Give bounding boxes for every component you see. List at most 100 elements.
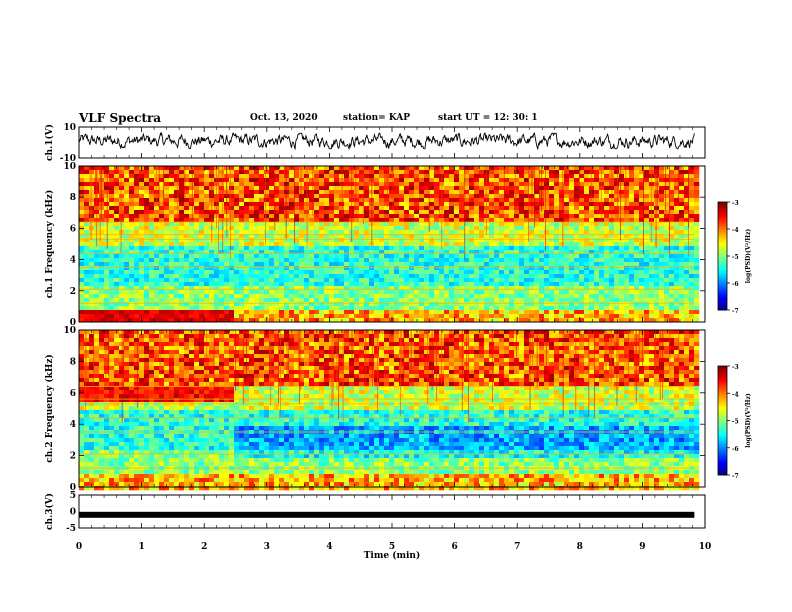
ch1-spectrogram-cell — [569, 266, 575, 271]
ch1-spectrogram-cell — [689, 166, 695, 171]
ch1-spectrogram-cell — [629, 202, 635, 207]
ch1-spectrogram-cell — [309, 198, 315, 203]
ch1-spectrogram-cell — [204, 242, 210, 247]
ch1-spectrogram-cell — [259, 274, 265, 279]
ch1-spectrogram-cell — [234, 258, 240, 263]
ch1-spectrogram-cell — [209, 262, 215, 267]
ch1-spectrogram-cell — [249, 238, 255, 243]
ch1-spectrogram-cell — [309, 306, 315, 311]
ch1-spectrogram-cell — [264, 198, 270, 203]
ch1-spectrogram-cell — [149, 298, 155, 303]
ch1-spectrogram-cell — [444, 282, 450, 287]
ch1-spectrogram-cell — [614, 170, 620, 175]
ch1-spectrogram-cell — [404, 202, 410, 207]
ch1-spectrogram-cell — [679, 278, 685, 283]
ch1-spectrogram-cell — [149, 186, 155, 191]
ch1-spectrogram-cell — [269, 170, 275, 175]
ch1-spectrogram-cell — [119, 174, 125, 179]
ch1-spectrogram-cell — [124, 246, 130, 251]
ch1-spectrogram-cell — [534, 286, 540, 291]
ch1-spectrogram-cell — [484, 274, 490, 279]
ch1-spectrogram-cell — [229, 238, 235, 243]
ch1-spectrogram-cell — [409, 278, 415, 283]
ch1-spectrogram-cell — [544, 242, 550, 247]
ch1-spectrogram-cell — [279, 178, 285, 183]
ch1-spectrogram-cell — [169, 218, 175, 223]
ch1-spectrogram-cell — [459, 190, 465, 195]
ch1-spectrogram-cell — [334, 282, 340, 287]
ch1-spectrogram-cell — [574, 266, 580, 271]
ch1-spectrogram-cell — [384, 286, 390, 291]
ch1-spectrogram-cell — [119, 194, 125, 199]
ch1-spectrogram-cell — [334, 242, 340, 247]
ch1-spectrogram-cell — [159, 254, 165, 259]
ch1-spectrogram-cell — [199, 242, 205, 247]
ch1-spectrogram-cell — [449, 206, 455, 211]
ch1-spectrogram-cell — [694, 262, 700, 267]
ch1-spectrogram-cell — [124, 242, 130, 247]
ch1-spectrogram-cell — [204, 182, 210, 187]
ch1-spectrogram-cell — [469, 218, 475, 223]
ch1-spectrogram-cell — [339, 214, 345, 219]
ch1-spectrogram-cell — [524, 270, 530, 275]
ch1-spectrogram-cell — [399, 190, 405, 195]
ch1-ytick-label: -10 — [60, 154, 76, 164]
ch1-spectrogram-cell — [244, 270, 250, 275]
ch1-spectrogram-cell — [249, 214, 255, 219]
ch1-spectrogram-cell — [474, 186, 480, 191]
ch1-spectrogram-cell — [204, 178, 210, 183]
ch1-spectrogram-cell — [594, 198, 600, 203]
ch1-spectrogram-cell — [329, 310, 335, 315]
ch1-spectrogram-cell — [149, 190, 155, 195]
ch1-spectrogram-cell — [254, 174, 260, 179]
ch1-spectrogram-cell — [579, 238, 585, 243]
ch1-spectrogram-cell — [474, 254, 480, 259]
ch1-spectrogram-cell — [219, 258, 225, 263]
ch1-spectrogram-cell — [544, 182, 550, 187]
ch1-spectrogram-cell — [119, 166, 125, 171]
ch1-spectrogram-cell — [224, 246, 230, 251]
ch1-spectrogram-cell — [219, 230, 225, 235]
ch1-spectrogram-cell — [639, 226, 645, 231]
ch1-spectrogram-cell — [129, 262, 135, 267]
ch1-spectrogram-cell — [664, 314, 670, 319]
ch1-spectrogram-cell — [189, 222, 195, 227]
ch1-spectrogram-cell — [129, 206, 135, 211]
ch1-spectrogram-cell — [584, 170, 590, 175]
ch1-spectrogram-cell — [569, 286, 575, 291]
ch1-spectrogram-cell — [384, 190, 390, 195]
ch1-spectrogram-cell — [544, 262, 550, 267]
ch1-spectrogram-cell — [634, 226, 640, 231]
ch1-spectrogram-cell — [454, 230, 460, 235]
ch1-spectrogram-cell — [264, 186, 270, 191]
ch1-spectrogram-cell — [299, 230, 305, 235]
ch1-spectrogram-cell — [489, 262, 495, 267]
ch1-spectrogram-cell — [369, 282, 375, 287]
ch1-spectrogram-cell — [359, 166, 365, 171]
ch1-spectrogram-cell — [544, 190, 550, 195]
ch1-spectrogram-cell — [499, 186, 505, 191]
ch1-spectrogram-cell — [679, 262, 685, 267]
ch1-spectrogram-cell — [489, 190, 495, 195]
ch1-spectrogram-cell — [474, 286, 480, 291]
ch1-spectrogram-cell — [564, 262, 570, 267]
ch1-spectrogram-cell — [179, 254, 185, 259]
ch1-spectrogram-cell — [509, 226, 515, 231]
ch1-spectrogram-cell — [684, 274, 690, 279]
ch1-spectrogram-cell — [284, 282, 290, 287]
ch1-spectrogram-cell — [159, 258, 165, 263]
ch1-spectrogram-cell — [614, 226, 620, 231]
ch1-spectrogram-cell — [414, 246, 420, 251]
ch1-spectrogram-cell — [104, 290, 110, 295]
ch1-spectrogram-cell — [579, 278, 585, 283]
ch1-spectrogram-cell — [179, 186, 185, 191]
ch1-spectrogram-cell — [434, 290, 440, 295]
ch1-spectrogram-cell — [229, 314, 235, 319]
ch1-spectrogram-cell — [89, 254, 95, 259]
ch1-spectrogram-cell — [94, 306, 100, 311]
ch1-spectrogram-cell — [299, 306, 305, 311]
ch1-spectrogram-cell — [314, 286, 320, 291]
ch1-spectrogram-cell — [314, 202, 320, 207]
ch1-spectrogram-cell — [589, 206, 595, 211]
ch1-spectrogram-cell — [414, 262, 420, 267]
